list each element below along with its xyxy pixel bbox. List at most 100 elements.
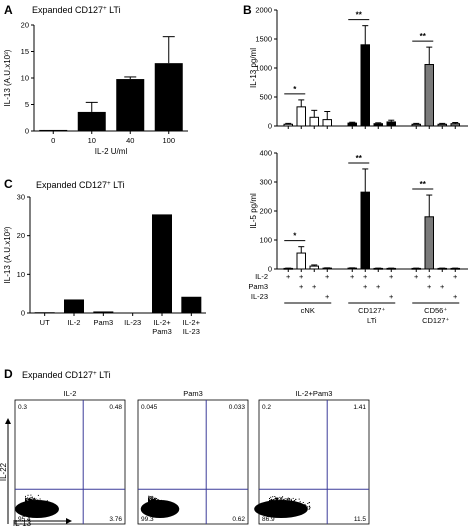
chart-a-x-tick-label: 100 [162, 136, 175, 145]
panel-letter-d: D [4, 367, 13, 381]
panel-a-title: Expanded CD127+ LTi [32, 5, 121, 15]
chart-b-il13-y-tick-label: 500 [259, 93, 272, 102]
chart-d-quadrant-upper-right: 1.41 [353, 404, 366, 411]
chart-d-quadrant-lower-left: 95.4 [18, 516, 31, 523]
chart-c-y-tick-label: 30 [17, 193, 25, 202]
chart-a-bar [39, 129, 68, 131]
chart-d-quadrant-lower-right: 0.62 [232, 516, 245, 523]
chart-d-plot-title: IL-2 [64, 389, 77, 398]
chart-b-il13-bar [373, 123, 383, 127]
chart-b-il13-bar [296, 106, 306, 127]
chart-a-y-tick-label: 5 [25, 100, 29, 109]
chart-b-il13-y-tick-label: 1000 [255, 64, 272, 73]
chart-b-condition-mark: + [389, 292, 394, 301]
chart-b-il13-bar [386, 121, 396, 127]
chart-b-il13-y-tick-label: 0 [268, 122, 272, 131]
chart-d-x-arrow-head [66, 518, 72, 524]
chart-b-condition-mark: + [363, 282, 368, 291]
chart-a-x-tick-label: 10 [88, 136, 96, 145]
chart-b-il13-bar [360, 44, 370, 127]
chart-b-il13-y-tick-label: 2000 [255, 6, 272, 15]
chart-b-condition-mark: + [414, 272, 419, 281]
panel-c-title: Expanded CD127+ LTi [36, 180, 125, 190]
chart-b-il13-significance-label: * [293, 85, 297, 94]
chart-c-y-tick-label: 10 [17, 270, 25, 279]
chart-d-plot-title: Pam3 [183, 389, 203, 398]
chart-c-y-tick-label: 20 [17, 231, 25, 240]
chart-c-y-label: IL-13 (A.U.x10³) [3, 226, 12, 283]
chart-b-group-label: cNK [301, 306, 315, 315]
chart-c-x-tick-label: UT [40, 318, 50, 327]
chart-c-x-tick-label: Pam3 [94, 318, 114, 327]
chart-b-il5-y-label: IL-5 pg/ml [249, 193, 258, 229]
chart-a-y-tick-label: 15 [21, 47, 29, 56]
chart-b-condition-mark: + [440, 282, 445, 291]
chart-b-condition-mark: + [453, 272, 458, 281]
chart-b-il5-y-tick-label: 400 [259, 149, 272, 158]
chart-a-x-tick-label: 0 [51, 136, 55, 145]
chart-a-bar [116, 79, 145, 131]
chart-d-dense-population [254, 500, 308, 518]
chart-b-condition-mark: + [453, 292, 458, 301]
chart-b-condition-row-label: IL-23 [251, 292, 268, 301]
chart-b-condition-mark: + [325, 292, 330, 301]
chart-c-y-tick-label: 0 [21, 309, 25, 318]
chart-b-il13-y-label: IL-13 pg/ml [249, 48, 258, 88]
chart-d-quadrant-upper-left: 0.045 [141, 404, 158, 411]
chart-b-il5-y-tick-label: 200 [259, 207, 272, 216]
chart-b-condition-mark: + [299, 272, 304, 281]
panel-letter-a: A [4, 3, 13, 17]
chart-c-bar [34, 312, 55, 314]
chart-b-il5-y-tick-label: 300 [259, 178, 272, 187]
chart-a-y-tick-label: 0 [25, 127, 29, 136]
chart-c-x-tick-label: IL-2+ IL-23 [183, 318, 201, 336]
chart-b-group-label: LTi [367, 316, 377, 325]
chart-b-il5-significance-label: ** [420, 180, 427, 189]
chart-b-il5-bar [424, 216, 434, 270]
chart-b-condition-mark: + [376, 282, 381, 291]
chart-b-condition-mark: + [325, 272, 330, 281]
chart-b-condition-mark: + [363, 272, 368, 281]
chart-b-condition-mark: + [350, 272, 355, 281]
chart-c-bar [64, 299, 84, 313]
chart-b-il13-bar [347, 122, 357, 127]
chart-d-y-arrow-head [5, 418, 11, 424]
chart-b-il13-bar [283, 123, 293, 127]
chart-b-il5-significance-label: * [293, 232, 297, 241]
chart-c: 0 10 20 30 IL-13 (A.U.x10³) UT IL-2 Pam3 IL-23 IL… [3, 193, 206, 336]
chart-d-quadrant-lower-right: 3.76 [109, 516, 122, 523]
chart-b-il13-significance-label: ** [420, 32, 427, 41]
chart-b-il5-bar [360, 191, 370, 270]
chart-b-il5-y-tick-label: 100 [259, 236, 272, 245]
chart-a-y-label: IL-13 (A.U.x10³) [3, 49, 12, 106]
chart-b-condition-row-label: IL-2 [255, 272, 268, 281]
chart-a-x-tick-label: 40 [126, 136, 134, 145]
chart-b-il13-bar [309, 116, 319, 127]
chart-b-il5-bar [296, 252, 306, 270]
chart-d-quadrant-lower-right: 11.5 [354, 516, 367, 523]
chart-b-condition-mark: + [299, 282, 304, 291]
chart-b-condition-mark: + [389, 272, 394, 281]
chart-d-quadrant-lower-left: 99.3 [141, 516, 154, 523]
chart-b-il13-bar [322, 119, 332, 127]
chart-b-group-label: CD127⁺ [422, 316, 449, 325]
panel-letter-c: C [4, 177, 13, 191]
chart-d-x-label: IL-13 [13, 519, 32, 527]
chart-b-condition-row-label: Pam3 [248, 282, 268, 291]
chart-c-bar [93, 311, 114, 313]
chart-a-y-tick-label: 10 [21, 74, 29, 83]
chart-b-condition-mark: + [312, 282, 317, 291]
panel-d-title: Expanded CD127+ LTi [22, 370, 111, 380]
chart-b-il13-y-tick-label: 1500 [255, 35, 272, 44]
chart-b-il13-bar [424, 64, 434, 127]
chart-d-quadrant-upper-left: 0.2 [262, 404, 271, 411]
chart-d-quadrant-lower-left: 86.9 [262, 516, 275, 523]
chart-b-condition-mark: + [286, 272, 291, 281]
chart-b-il13-bar [411, 123, 421, 127]
chart-b-il13-bar [437, 123, 447, 127]
panel-letter-b: B [243, 3, 252, 17]
chart-b-il13-significance-label: ** [356, 11, 363, 20]
chart-c-bar [181, 296, 202, 313]
